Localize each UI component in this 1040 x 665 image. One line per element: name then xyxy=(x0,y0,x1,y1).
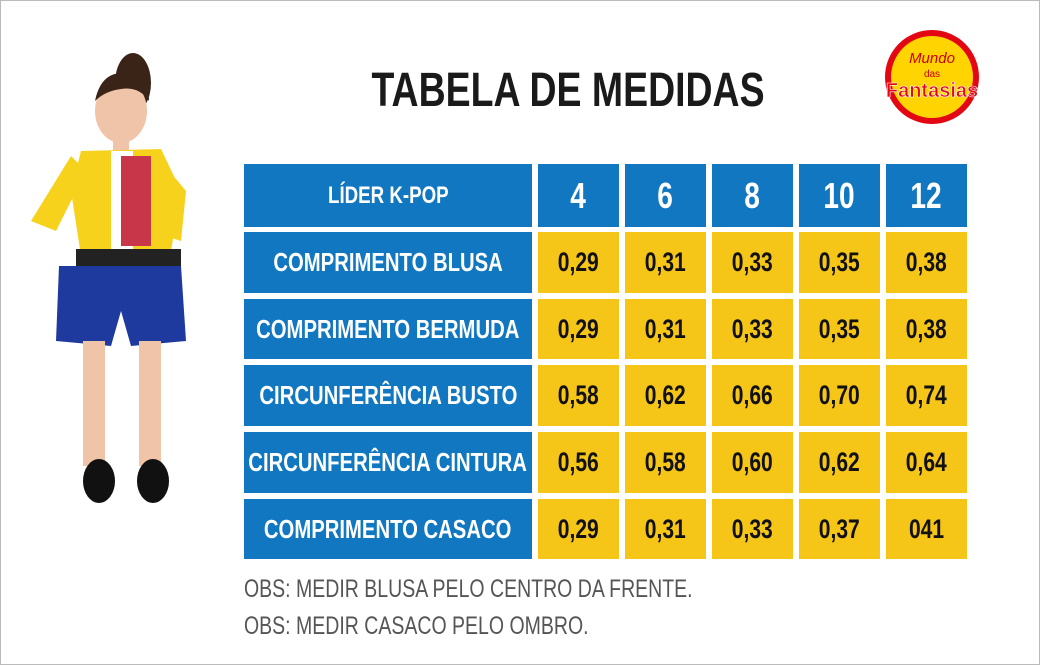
measure-cell: 0,37 xyxy=(799,499,880,559)
measure-cell: 0,31 xyxy=(625,499,706,559)
measure-cell: 0,35 xyxy=(799,232,880,293)
measure-cell: 0,29 xyxy=(538,299,619,359)
note: OBS: MEDIR BLUSA PELO CENTRO DA FRENTE. xyxy=(244,575,693,603)
measure-cell: 0,74 xyxy=(886,365,967,426)
measure-cell: 0,33 xyxy=(712,232,793,293)
header-cell: LÍDER K-POP xyxy=(244,164,532,227)
header-cell: 4 xyxy=(538,164,619,227)
row-label: CIRCUNFERÊNCIA CINTURA xyxy=(244,432,532,493)
model-photo xyxy=(31,53,186,503)
logo: Mundo das Fantasias xyxy=(885,30,979,124)
row-label: COMPRIMENTO BLUSA xyxy=(244,232,532,293)
row-label: COMPRIMENTO BERMUDA xyxy=(244,299,532,359)
title: TABELA DE MEDIDAS xyxy=(371,64,765,117)
header-cell: 6 xyxy=(625,164,706,227)
measure-cell: 0,35 xyxy=(799,299,880,359)
logo-text: Mundo xyxy=(909,50,955,67)
measure-cell: 041 xyxy=(886,499,967,559)
measure-cell: 0,31 xyxy=(625,299,706,359)
note: OBS: MEDIR CASACO PELO OMBRO. xyxy=(244,612,589,640)
measure-cell: 0,62 xyxy=(625,365,706,426)
header-cell: 8 xyxy=(712,164,793,227)
measure-cell: 0,62 xyxy=(799,432,880,493)
measure-cell: 0,31 xyxy=(625,232,706,293)
measure-cell: 0,38 xyxy=(886,299,967,359)
row-label: CIRCUNFERÊNCIA BUSTO xyxy=(244,365,532,426)
measure-cell: 0,56 xyxy=(538,432,619,493)
measure-cell: 0,66 xyxy=(712,365,793,426)
measure-cell: 0,29 xyxy=(538,499,619,559)
header-cell: 10 xyxy=(799,164,880,227)
logo-text: das xyxy=(924,69,940,80)
measure-cell: 0,58 xyxy=(538,365,619,426)
row-label: COMPRIMENTO CASACO xyxy=(244,499,532,559)
measure-cell: 0,33 xyxy=(712,299,793,359)
measure-cell: 0,60 xyxy=(712,432,793,493)
measure-cell: 0,33 xyxy=(712,499,793,559)
measure-cell: 0,38 xyxy=(886,232,967,293)
measure-cell: 0,64 xyxy=(886,432,967,493)
measure-cell: 0,70 xyxy=(799,365,880,426)
measure-cell: 0,58 xyxy=(625,432,706,493)
header-cell: 12 xyxy=(886,164,967,227)
logo-text: Fantasias xyxy=(886,80,978,102)
measure-cell: 0,29 xyxy=(538,232,619,293)
